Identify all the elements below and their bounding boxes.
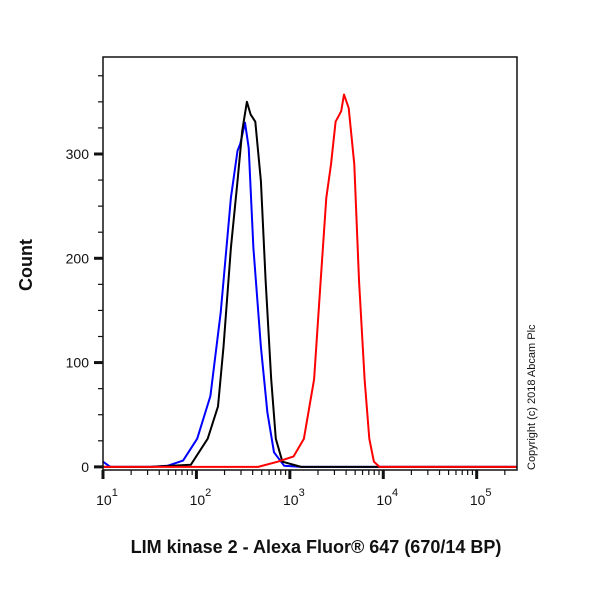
series-line-1 (103, 100, 517, 468)
y-tick-label: 0 (81, 459, 89, 475)
y-tick-label: 300 (66, 146, 90, 162)
y-axis-title: Count (16, 239, 36, 291)
copyright-annotation: Copyright (c) 2018 Abcam Plc (526, 324, 538, 470)
y-tick-label: 100 (66, 355, 90, 371)
x-tick-label: 105 (470, 487, 492, 508)
plot-frame (102, 56, 518, 471)
x-axis: 101 102 103 104 105 (96, 470, 506, 508)
series-line-2 (103, 93, 517, 468)
y-axis: 0 100 200 300 (66, 75, 103, 475)
x-tick-label: 101 (96, 487, 118, 508)
x-tick-label: 103 (283, 487, 305, 508)
series-line-0 (102, 121, 517, 468)
x-tick-label: 102 (190, 487, 212, 508)
x-tick-label: 104 (376, 487, 398, 508)
y-tick-label: 200 (66, 250, 90, 266)
series-curves (102, 93, 517, 468)
x-axis-title: LIM kinase 2 - Alexa Fluor® 647 (670/14 … (131, 537, 502, 557)
